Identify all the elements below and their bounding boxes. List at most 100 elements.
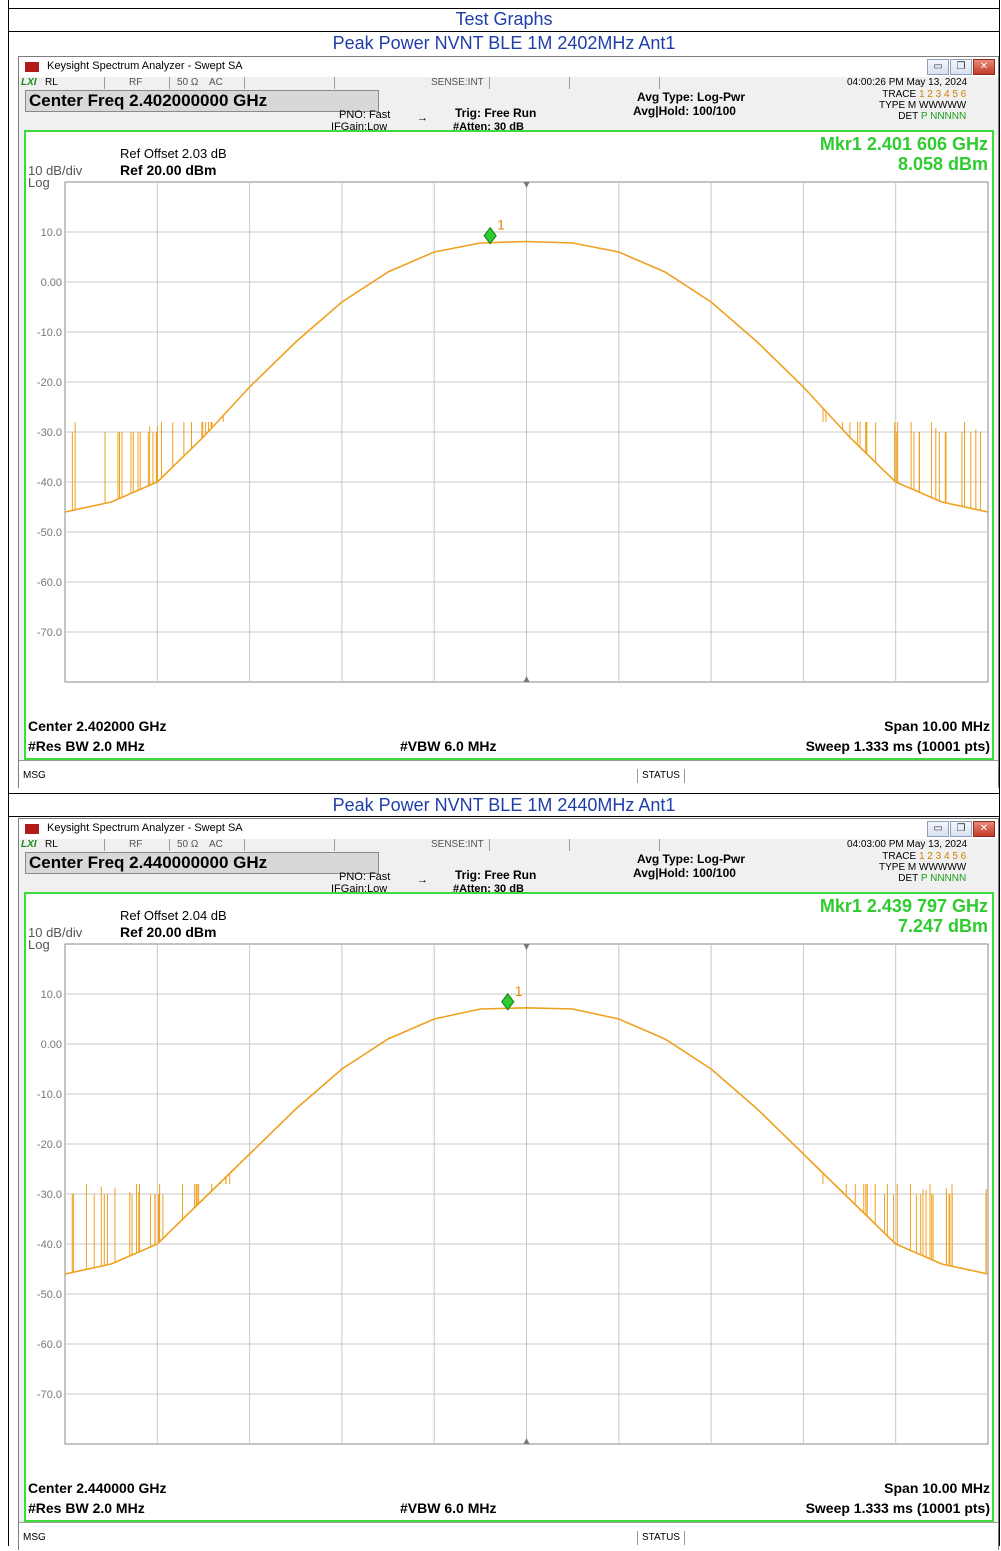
sweep-label: Sweep 1.333 ms (10001 pts) bbox=[805, 738, 990, 754]
msg-label: MSG bbox=[23, 1532, 46, 1543]
log-label: Log bbox=[28, 175, 50, 190]
pno-label: PNO: Fast bbox=[339, 871, 391, 883]
span-label: Span 10.00 MHz bbox=[884, 718, 990, 734]
divider bbox=[8, 31, 1000, 32]
y-tick-label: 0.00 bbox=[41, 277, 62, 289]
coupling-label: AC bbox=[209, 839, 223, 850]
restore-button[interactable]: ❐ bbox=[950, 821, 972, 837]
y-tick-label: -60.0 bbox=[37, 1339, 62, 1351]
impedance-label: 50 Ω bbox=[177, 77, 199, 88]
marker-1-label: 1 bbox=[515, 983, 523, 999]
page-border-left bbox=[8, 0, 9, 1546]
avg-hold-label: Avg|Hold: 100/100 bbox=[633, 104, 736, 118]
sense-label: SENSE:INT bbox=[431, 839, 484, 850]
trace-nums: 1 2 3 4 5 6 bbox=[918, 851, 967, 862]
plot-frame: Ref Offset 2.04 dB 10 dB/div Log Ref 20.… bbox=[24, 892, 994, 1522]
window-titlebar: Keysight Spectrum Analyzer - Swept SA ▭ … bbox=[19, 57, 998, 77]
sense-label: SENSE:INT bbox=[431, 77, 484, 88]
lxi-icon: LXI bbox=[21, 77, 37, 88]
center-marker-bottom bbox=[523, 676, 530, 682]
scale-label: 10 dB/div bbox=[28, 925, 83, 940]
message-bar: MSG STATUS bbox=[19, 1522, 998, 1551]
type-label: TYPE bbox=[879, 862, 906, 873]
y-tick-label: -50.0 bbox=[37, 527, 62, 539]
minimize-button[interactable]: ▭ bbox=[927, 821, 949, 837]
ref-level: Ref 20.00 dBm bbox=[120, 162, 217, 178]
trace-noise-spikes bbox=[71, 408, 982, 511]
spectrum-trace bbox=[64, 1006, 989, 1275]
y-tick-label: -70.0 bbox=[37, 627, 62, 639]
graph-caption: Peak Power NVNT BLE 1M 2440MHz Ant1 bbox=[332, 795, 676, 815]
window-titlebar: Keysight Spectrum Analyzer - Swept SA ▭ … bbox=[19, 819, 998, 839]
avg-type-label: Avg Type: Log-Pwr bbox=[637, 852, 745, 866]
center-freq-box[interactable]: Center Freq 2.402000000 GHz bbox=[25, 90, 379, 112]
spectrum-chart: 10.0 0.00 -10.0 -20.0 -30.0 -40.0 -50.0 -60.0 -7… bbox=[37, 181, 989, 683]
marker-1-icon bbox=[483, 226, 497, 245]
message-bar: MSG STATUS bbox=[19, 760, 998, 789]
trig-label: Trig: Free Run bbox=[455, 106, 537, 120]
arrow-icon: → bbox=[417, 874, 428, 886]
y-tick-label: -70.0 bbox=[37, 1389, 62, 1401]
page-title: Test Graphs bbox=[455, 9, 553, 29]
log-label: Log bbox=[28, 937, 50, 952]
y-tick-label: -20.0 bbox=[37, 377, 62, 389]
center-marker-top bbox=[523, 944, 530, 950]
avg-type-label: Avg Type: Log-Pwr bbox=[637, 90, 745, 104]
trace-label: TRACE bbox=[882, 851, 917, 862]
close-button[interactable]: ✕ bbox=[973, 59, 995, 75]
trace-box: TRACE 1 2 3 4 5 6 TYPE M WWWWW DET P NNN… bbox=[879, 851, 966, 884]
restore-button[interactable]: ❐ bbox=[950, 59, 972, 75]
spectrum-trace bbox=[64, 240, 989, 513]
center-freq-box[interactable]: Center Freq 2.440000000 GHz bbox=[25, 852, 379, 874]
sweep-label: Sweep 1.333 ms (10001 pts) bbox=[805, 1500, 990, 1516]
center-marker-bottom bbox=[523, 1438, 530, 1444]
center-marker-top bbox=[523, 182, 530, 188]
y-tick-label: 10.0 bbox=[41, 227, 62, 239]
pno-label: PNO: Fast bbox=[339, 109, 391, 121]
marker-1-icon bbox=[501, 992, 515, 1011]
avg-hold-label: Avg|Hold: 100/100 bbox=[633, 866, 736, 880]
window-title: Keysight Spectrum Analyzer - Swept SA bbox=[47, 822, 243, 834]
divider bbox=[8, 793, 1000, 794]
center-label: Center 2.440000 GHz bbox=[28, 1480, 167, 1496]
y-tick-label: -10.0 bbox=[37, 1089, 62, 1101]
status-label: STATUS bbox=[637, 769, 685, 783]
y-tick-label: 10.0 bbox=[41, 989, 62, 1001]
arrow-icon: → bbox=[417, 112, 428, 124]
center-label: Center 2.402000 GHz bbox=[28, 718, 167, 734]
marker-level: 7.247 dBm bbox=[897, 916, 988, 936]
y-tick-label: -50.0 bbox=[37, 1289, 62, 1301]
res-bw-label: #Res BW 2.0 MHz bbox=[28, 1500, 145, 1516]
type-label: TYPE bbox=[879, 100, 906, 111]
det-value: P NNNNN bbox=[920, 111, 967, 122]
minimize-button[interactable]: ▭ bbox=[927, 59, 949, 75]
det-label: DET bbox=[898, 873, 919, 884]
window-title: Keysight Spectrum Analyzer - Swept SA bbox=[47, 60, 243, 72]
res-bw-label: #Res BW 2.0 MHz bbox=[28, 738, 145, 754]
spectrum-chart: 10.0 0.00 -10.0 -20.0 -30.0 -40.0 -50.0 -60.0 -7… bbox=[37, 943, 989, 1445]
scale-label: 10 dB/div bbox=[28, 163, 83, 178]
span-label: Span 10.00 MHz bbox=[884, 1480, 990, 1496]
ref-offset: Ref Offset 2.04 dB bbox=[120, 908, 227, 923]
close-button[interactable]: ✕ bbox=[973, 821, 995, 837]
rl-label: RL bbox=[45, 839, 58, 850]
status-row: LXI RL RF 50 Ω AC SENSE:INT 04:00:26 PM … bbox=[19, 77, 998, 89]
graph-caption: Peak Power NVNT BLE 1M 2402MHz Ant1 bbox=[332, 33, 676, 53]
divider bbox=[8, 816, 1000, 817]
vbw-label: #VBW 6.0 MHz bbox=[400, 738, 497, 754]
ref-level: Ref 20.00 dBm bbox=[120, 924, 217, 940]
marker-level: 8.058 dBm bbox=[897, 154, 988, 174]
timestamp: 04:00:26 PM May 13, 2024 bbox=[847, 77, 968, 88]
trace-nums: 1 2 3 4 5 6 bbox=[918, 89, 967, 100]
trig-label: Trig: Free Run bbox=[455, 868, 537, 882]
y-tick-label: -40.0 bbox=[37, 477, 62, 489]
impedance-label: 50 Ω bbox=[177, 839, 199, 850]
type-value: M WWWWW bbox=[907, 100, 967, 111]
lxi-icon: LXI bbox=[21, 839, 37, 850]
rf-label: RF bbox=[129, 77, 143, 88]
status-label: STATUS bbox=[637, 1531, 685, 1545]
trace-noise-spikes bbox=[71, 1173, 987, 1274]
det-value: P NNNNN bbox=[920, 873, 967, 884]
marker-1-label: 1 bbox=[497, 217, 505, 233]
page-border-right bbox=[999, 0, 1000, 1546]
